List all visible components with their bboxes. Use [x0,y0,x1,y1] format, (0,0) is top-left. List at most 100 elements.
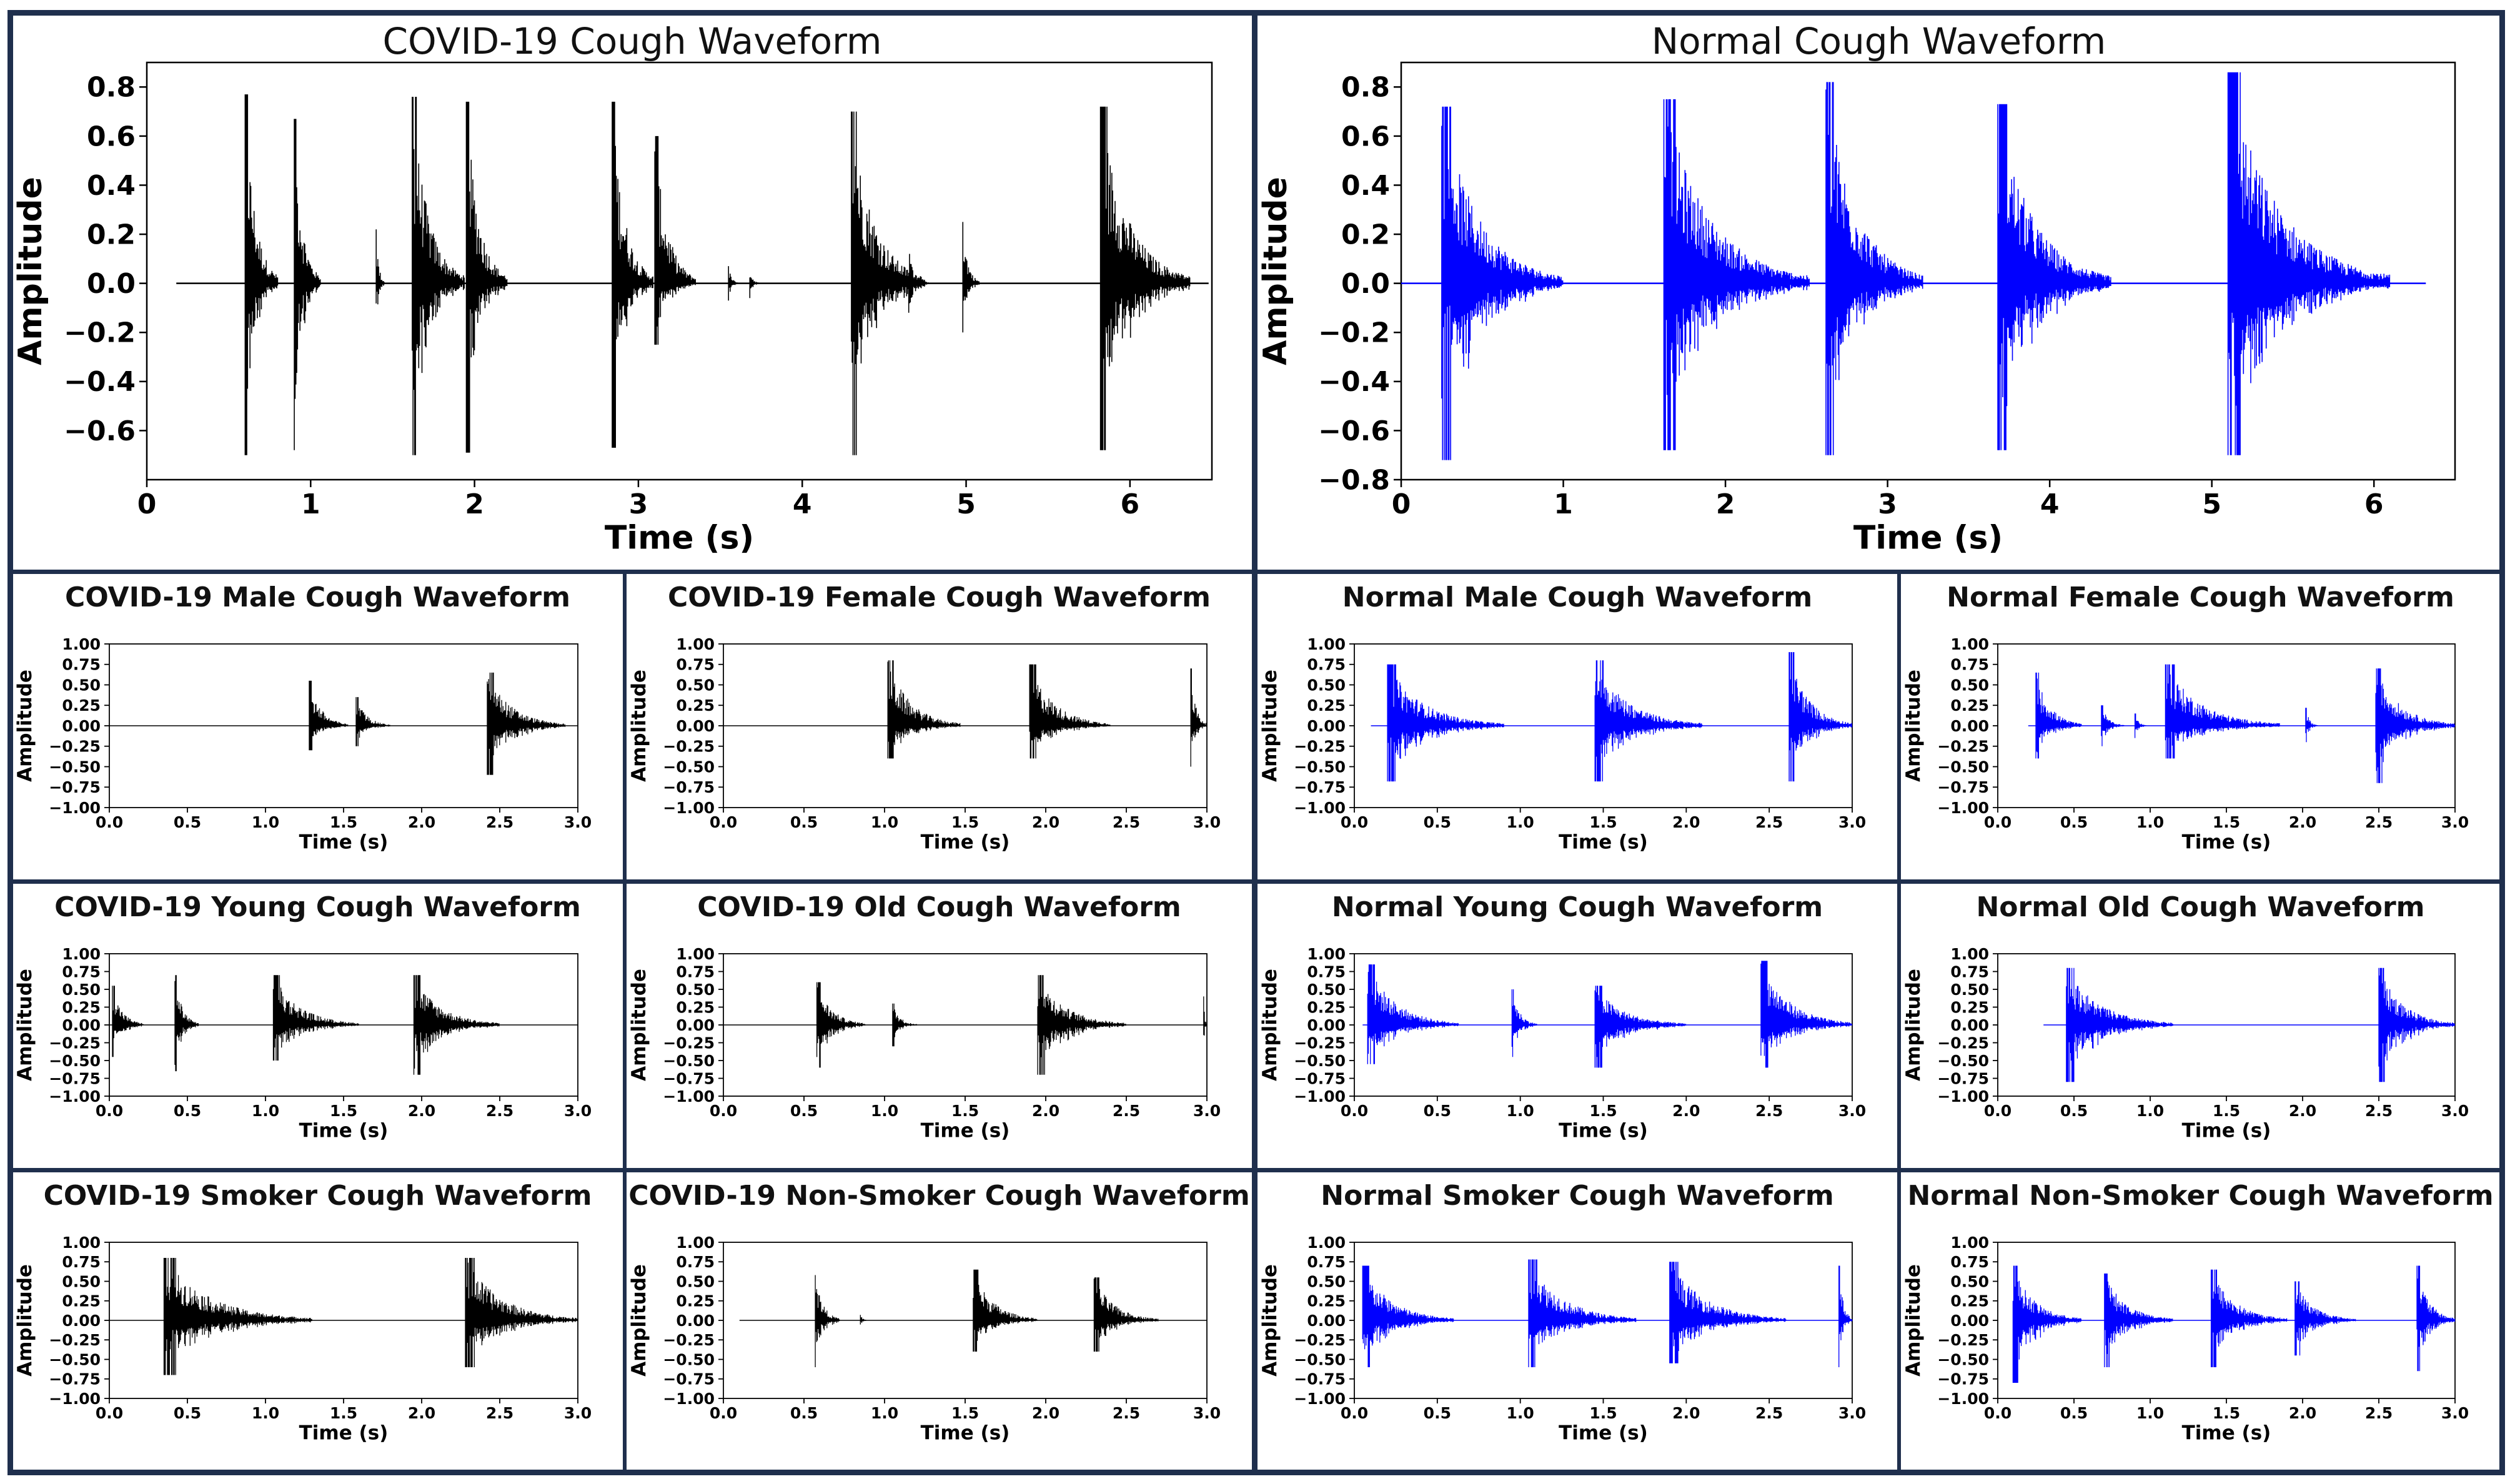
y-tick-label: 0.50 [1307,676,1346,694]
chart-panel-covid-old: COVID-19 Old Cough Waveform 0.0 0.5 1.0 1.5 2… [627,884,1252,1168]
chart-panel-normal-young: Normal Young Cough Waveform 0.0 0.5 1.0 1.5 2… [1258,884,1897,1168]
y-tick-label: 0.75 [1950,656,1989,674]
chart-title: Normal Young Cough Waveform [1331,891,1823,923]
cough-burst [2066,967,2173,1082]
cough-burst [487,672,565,775]
x-tick-label: 1.0 [1507,1404,1534,1422]
y-tick-label: 0.00 [1307,1016,1346,1034]
waveform-series [2012,1265,2456,1383]
y-axis-label: Amplitude [1259,969,1281,1081]
x-axis-label: Time (s) [2182,1120,2271,1142]
y-tick-label: 0.75 [676,656,715,674]
y-tick-label: −0.25 [663,1034,715,1052]
x-tick-label: 1 [301,488,320,520]
x-axis-label: Time (s) [605,520,754,557]
cough-burst [355,697,390,746]
waveform-series [739,1269,1207,1367]
chart-title: Normal Non-Smoker Cough Waveform [1907,1180,2494,1212]
axes-frame [146,61,1213,481]
waveform-series [723,975,1207,1075]
x-tick-label: 1.0 [1507,813,1534,831]
x-tick-label: 0.5 [174,1404,201,1422]
y-tick-label: −0.25 [1937,1034,1989,1052]
cough-burst [2101,705,2125,746]
y-tick-label: 1.00 [1307,945,1346,963]
y-tick-label: −0.75 [1294,1069,1346,1087]
y-tick-label: 0.25 [676,1292,715,1310]
y-tick-label: −0.75 [49,1069,101,1087]
waveform-series [109,1258,578,1375]
x-tick-label: 3.0 [1838,813,1866,831]
x-tick-label: 3 [629,488,648,520]
y-tick-label: 1.00 [1950,945,1989,963]
cough-burst [1441,106,1564,460]
y-tick-label: 0.25 [1307,998,1346,1016]
chart-svg: 0.0 0.5 1.0 1.5 2.0 2.5 3.0−1.00−0.75−0.50−0.2… [1902,945,2469,1142]
chart-title: Normal Old Cough Waveform [1976,891,2425,923]
y-tick-label: −0.50 [49,1350,101,1368]
x-axis-label: Time (s) [921,1120,1010,1142]
cough-burst [174,975,199,1072]
y-tick-label: −0.25 [1937,1331,1989,1349]
chart-svg: 0.0 0.5 1.0 1.5 2.0 2.5 3.0−1.00−0.75−0.50−0.2… [1259,945,1866,1142]
y-tick-label: 0.00 [1950,1016,1989,1034]
x-tick-label: 2.0 [1032,1404,1059,1422]
y-tick-label: −0.75 [663,778,715,796]
cough-burst [749,277,760,299]
chart-panel-normal-male: Normal Male Cough Waveform 0.0 0.5 1.0 1.5 2.… [1258,574,1897,879]
y-axis-label: Amplitude [1259,1264,1281,1377]
x-tick-label: 2.0 [1672,1102,1700,1120]
y-tick-label: 0.6 [1341,121,1390,152]
y-axis-label: Amplitude [14,670,36,782]
cough-burst [2134,713,2147,738]
y-tick-label: 0.00 [62,1016,101,1034]
y-tick-label: −1.00 [1937,799,1989,817]
x-tick-label: 2.0 [2289,1404,2316,1422]
x-tick-label: 2.5 [1755,1102,1783,1120]
y-tick-label: 0.00 [1950,717,1989,735]
cough-burst [816,982,866,1068]
cough-burst [1760,961,1852,1068]
chart-title: COVID-19 Old Cough Waveform [697,891,1181,923]
chart-svg: 0.0 0.5 1.0 1.5 2.0 2.5 3.0−1.00−0.75−0.50−0.2… [1259,1234,1866,1445]
x-tick-label: 1.5 [2213,1404,2240,1422]
x-tick-label: 0.5 [790,1102,818,1120]
y-tick-label: 0.00 [62,717,101,735]
x-tick-label: 3.0 [1838,1404,1866,1422]
y-tick-label: 1.00 [1307,635,1346,653]
waveform-series [1371,652,1852,782]
horizontal-divider-2 [7,879,2505,884]
x-axis-label: Time (s) [1853,520,2003,557]
cough-burst [1594,986,1687,1068]
y-axis-label: Amplitude [1259,670,1281,782]
x-axis-label: Time (s) [299,1120,389,1142]
horizontal-divider-3 [7,1168,2505,1172]
cough-burst [465,1258,578,1367]
y-tick-label: −0.50 [1937,758,1989,776]
x-tick-label: 2.0 [1032,1102,1059,1120]
x-axis-label: Time (s) [1559,1422,1648,1445]
waveform-series [1401,72,2426,460]
y-tick-label: 0.50 [1950,1272,1989,1290]
y-tick-label: −0.25 [1294,738,1346,756]
chart-panel-covid-nonsmoker: COVID-19 Non-Smoker Cough Waveform 0.0 0.5… [627,1172,1252,1470]
x-tick-label: 1.0 [871,1404,898,1422]
cough-burst [1029,664,1111,759]
x-tick-label: 1.5 [951,813,979,831]
x-tick-label: 0.0 [1984,813,2012,831]
x-tick-label: 1.0 [871,813,898,831]
vertical-center-divider [1252,10,1258,1475]
x-tick-label: 0.0 [96,1404,123,1422]
cough-burst [2210,1269,2288,1367]
y-tick-label: 0.75 [62,656,101,674]
y-tick-label: 0.50 [676,981,715,999]
x-tick-label: 1.5 [1589,1404,1617,1422]
x-tick-label: 0.0 [710,813,737,831]
cough-burst [973,1269,1038,1352]
cough-burst [1362,1265,1454,1367]
y-tick-label: 0.00 [676,1016,715,1034]
y-tick-label: −0.50 [1937,1350,1989,1368]
x-tick-label: 2.5 [2365,1404,2393,1422]
vertical-divider-right [1897,570,1901,1475]
